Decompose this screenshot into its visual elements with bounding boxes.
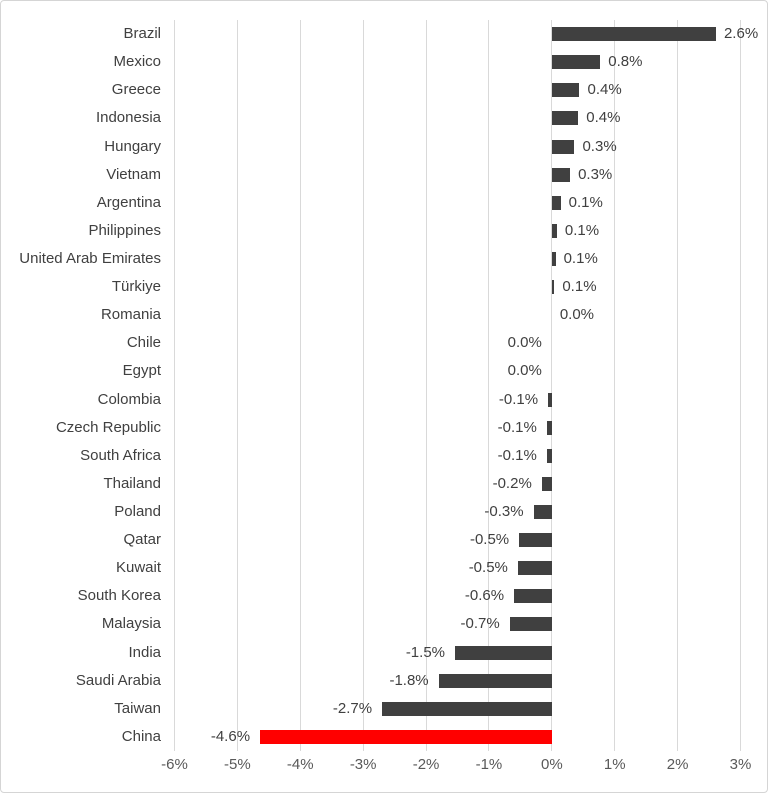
bar: [514, 589, 552, 604]
value-label: -0.2%: [492, 474, 532, 492]
bar: [551, 55, 601, 70]
bar: [509, 617, 552, 632]
value-label: -0.3%: [484, 503, 524, 521]
category-label: Taiwan: [114, 699, 161, 717]
category-label: Vietnam: [106, 165, 161, 183]
category-label: Poland: [114, 503, 161, 521]
category-label: Saudi Arabia: [75, 671, 161, 689]
value-label: 0.4%: [586, 109, 621, 127]
x-tick-label: -5%: [224, 756, 251, 773]
bar: [438, 673, 552, 688]
value-label: 0.0%: [559, 306, 595, 324]
category-label: Egypt: [122, 362, 161, 380]
x-tick-label: 3%: [729, 756, 752, 773]
value-label: -0.5%: [469, 531, 510, 549]
category-label: Greece: [111, 81, 161, 99]
bar: [546, 448, 552, 463]
bar: [454, 645, 552, 660]
category-label: Argentina: [96, 193, 161, 211]
category-label: South Korea: [77, 587, 161, 605]
bar: [551, 280, 555, 295]
value-label: -0.1%: [497, 446, 537, 464]
value-label: 0.3%: [578, 165, 613, 183]
category-label: Philippines: [88, 221, 161, 239]
bar: [548, 392, 552, 407]
category-label: Romania: [100, 306, 161, 324]
bar: [551, 167, 571, 182]
bar: [551, 83, 580, 98]
gridline: [740, 20, 741, 751]
value-label: 0.1%: [563, 249, 598, 267]
value-label: 0.4%: [587, 81, 622, 99]
category-label: Mexico: [113, 53, 161, 71]
bar: [519, 533, 552, 548]
category-label: South Africa: [80, 446, 161, 464]
x-tick-label: 0%: [540, 756, 563, 773]
value-label: 0.3%: [582, 137, 617, 155]
category-label: Kuwait: [115, 559, 161, 577]
value-label: 0.1%: [568, 193, 603, 211]
category-label: Colombia: [97, 390, 161, 408]
category-label: Thailand: [103, 474, 161, 492]
value-label: 0.0%: [507, 334, 542, 352]
gridline: [614, 20, 616, 751]
x-tick-label: -1%: [475, 756, 503, 773]
category-label: Qatar: [123, 531, 161, 549]
bar-highlighted: [260, 729, 552, 744]
x-tick-label: -4%: [286, 756, 314, 773]
value-label: 0.1%: [562, 278, 597, 296]
value-label: -0.1%: [498, 390, 539, 408]
x-tick-label: 2%: [666, 756, 689, 773]
category-label: Malaysia: [101, 615, 161, 633]
bar: [551, 195, 561, 210]
value-label: -0.5%: [468, 559, 508, 577]
bar: [546, 420, 552, 435]
category-label: Türkiye: [111, 278, 161, 296]
bar: [382, 701, 552, 716]
bar: [551, 139, 575, 154]
value-label: -4.6%: [210, 727, 251, 745]
x-tick-label: -2%: [412, 756, 440, 773]
category-label: Brazil: [123, 25, 161, 43]
gridline: [551, 20, 553, 751]
value-label: 2.6%: [723, 25, 759, 43]
x-tick-label: 1%: [603, 756, 626, 773]
gridline: [236, 20, 238, 751]
bar: [551, 111, 579, 126]
value-label: 0.1%: [564, 221, 600, 239]
bar: [533, 505, 552, 520]
x-tick-label: -3%: [349, 756, 377, 773]
category-label: India: [128, 643, 161, 661]
value-label: 0.0%: [507, 362, 542, 380]
value-label: -1.8%: [389, 671, 429, 689]
value-label: -0.1%: [497, 418, 537, 436]
value-label: -2.7%: [332, 699, 373, 717]
gridline: [677, 20, 679, 751]
gridline: [488, 20, 490, 751]
category-label: Hungary: [104, 137, 161, 155]
category-label: China: [121, 727, 161, 745]
bar: [551, 251, 556, 266]
category-label: Czech Republic: [55, 418, 161, 436]
bar: [551, 27, 716, 42]
gridline: [362, 20, 364, 751]
bar: [541, 476, 552, 491]
value-label: -0.7%: [460, 615, 500, 633]
value-label: -0.6%: [464, 587, 505, 605]
bar: [551, 223, 557, 238]
gridline: [299, 20, 301, 751]
gridline: [425, 20, 427, 751]
value-label: 0.8%: [608, 53, 643, 71]
value-label: -1.5%: [405, 643, 445, 661]
category-label: Indonesia: [95, 109, 161, 127]
category-label: Chile: [126, 334, 161, 352]
bar: [517, 561, 552, 576]
x-tick-label: -6%: [161, 756, 188, 773]
gridline: [174, 20, 175, 751]
category-label: United Arab Emirates: [19, 249, 161, 267]
